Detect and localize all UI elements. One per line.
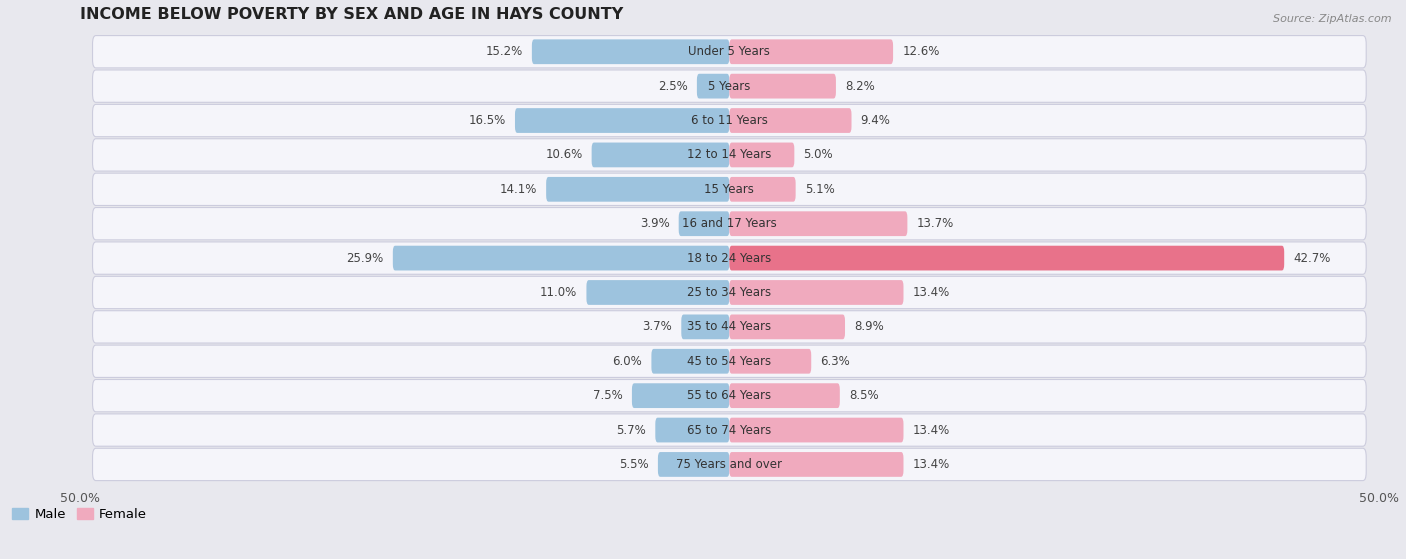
FancyBboxPatch shape	[651, 349, 730, 373]
Legend: Male, Female: Male, Female	[7, 503, 152, 527]
Text: 13.4%: 13.4%	[912, 424, 950, 437]
FancyBboxPatch shape	[658, 452, 730, 477]
Text: 7.5%: 7.5%	[593, 389, 623, 402]
Text: 35 to 44 Years: 35 to 44 Years	[688, 320, 772, 333]
Text: 3.7%: 3.7%	[643, 320, 672, 333]
Text: 10.6%: 10.6%	[546, 149, 582, 162]
Text: 14.1%: 14.1%	[499, 183, 537, 196]
Text: 5.1%: 5.1%	[804, 183, 835, 196]
Text: 11.0%: 11.0%	[540, 286, 578, 299]
Text: 18 to 24 Years: 18 to 24 Years	[688, 252, 772, 264]
FancyBboxPatch shape	[586, 280, 730, 305]
FancyBboxPatch shape	[730, 143, 794, 167]
Text: 15 Years: 15 Years	[704, 183, 754, 196]
FancyBboxPatch shape	[592, 143, 730, 167]
Text: 16 and 17 Years: 16 and 17 Years	[682, 217, 776, 230]
FancyBboxPatch shape	[531, 39, 730, 64]
Text: 5.0%: 5.0%	[803, 149, 834, 162]
FancyBboxPatch shape	[730, 211, 907, 236]
FancyBboxPatch shape	[93, 139, 1367, 171]
Text: 2.5%: 2.5%	[658, 79, 688, 93]
FancyBboxPatch shape	[730, 177, 796, 202]
Text: 25.9%: 25.9%	[346, 252, 384, 264]
FancyBboxPatch shape	[93, 448, 1367, 481]
Text: 6 to 11 Years: 6 to 11 Years	[690, 114, 768, 127]
FancyBboxPatch shape	[730, 39, 893, 64]
Text: 3.9%: 3.9%	[640, 217, 669, 230]
Text: 15.2%: 15.2%	[485, 45, 523, 58]
Text: 25 to 34 Years: 25 to 34 Years	[688, 286, 772, 299]
FancyBboxPatch shape	[93, 345, 1367, 377]
FancyBboxPatch shape	[93, 242, 1367, 274]
FancyBboxPatch shape	[697, 74, 730, 98]
FancyBboxPatch shape	[515, 108, 730, 133]
Text: 6.3%: 6.3%	[820, 355, 851, 368]
Text: 9.4%: 9.4%	[860, 114, 890, 127]
Text: Under 5 Years: Under 5 Years	[689, 45, 770, 58]
Text: 6.0%: 6.0%	[613, 355, 643, 368]
Text: 75 Years and over: 75 Years and over	[676, 458, 782, 471]
Text: 65 to 74 Years: 65 to 74 Years	[688, 424, 772, 437]
FancyBboxPatch shape	[93, 380, 1367, 412]
Text: 55 to 64 Years: 55 to 64 Years	[688, 389, 772, 402]
Text: Source: ZipAtlas.com: Source: ZipAtlas.com	[1274, 14, 1392, 24]
FancyBboxPatch shape	[93, 105, 1367, 137]
FancyBboxPatch shape	[730, 74, 837, 98]
FancyBboxPatch shape	[679, 211, 730, 236]
Text: INCOME BELOW POVERTY BY SEX AND AGE IN HAYS COUNTY: INCOME BELOW POVERTY BY SEX AND AGE IN H…	[80, 7, 623, 22]
FancyBboxPatch shape	[730, 280, 904, 305]
FancyBboxPatch shape	[93, 311, 1367, 343]
FancyBboxPatch shape	[93, 173, 1367, 206]
FancyBboxPatch shape	[546, 177, 730, 202]
FancyBboxPatch shape	[392, 246, 730, 271]
Text: 5.5%: 5.5%	[619, 458, 648, 471]
FancyBboxPatch shape	[682, 315, 730, 339]
Text: 5 Years: 5 Years	[709, 79, 751, 93]
FancyBboxPatch shape	[93, 36, 1367, 68]
FancyBboxPatch shape	[730, 452, 904, 477]
FancyBboxPatch shape	[730, 418, 904, 442]
FancyBboxPatch shape	[93, 276, 1367, 309]
FancyBboxPatch shape	[730, 246, 1284, 271]
Text: 13.7%: 13.7%	[917, 217, 953, 230]
FancyBboxPatch shape	[93, 70, 1367, 102]
FancyBboxPatch shape	[93, 414, 1367, 446]
Text: 45 to 54 Years: 45 to 54 Years	[688, 355, 772, 368]
Text: 8.2%: 8.2%	[845, 79, 875, 93]
Text: 8.9%: 8.9%	[853, 320, 884, 333]
Text: 16.5%: 16.5%	[468, 114, 506, 127]
Text: 42.7%: 42.7%	[1294, 252, 1330, 264]
Text: 13.4%: 13.4%	[912, 458, 950, 471]
Text: 13.4%: 13.4%	[912, 286, 950, 299]
Text: 5.7%: 5.7%	[616, 424, 647, 437]
FancyBboxPatch shape	[730, 349, 811, 373]
FancyBboxPatch shape	[93, 207, 1367, 240]
FancyBboxPatch shape	[730, 383, 839, 408]
FancyBboxPatch shape	[730, 315, 845, 339]
Text: 8.5%: 8.5%	[849, 389, 879, 402]
FancyBboxPatch shape	[655, 418, 730, 442]
Text: 12.6%: 12.6%	[903, 45, 939, 58]
FancyBboxPatch shape	[631, 383, 730, 408]
FancyBboxPatch shape	[730, 108, 852, 133]
Text: 12 to 14 Years: 12 to 14 Years	[688, 149, 772, 162]
